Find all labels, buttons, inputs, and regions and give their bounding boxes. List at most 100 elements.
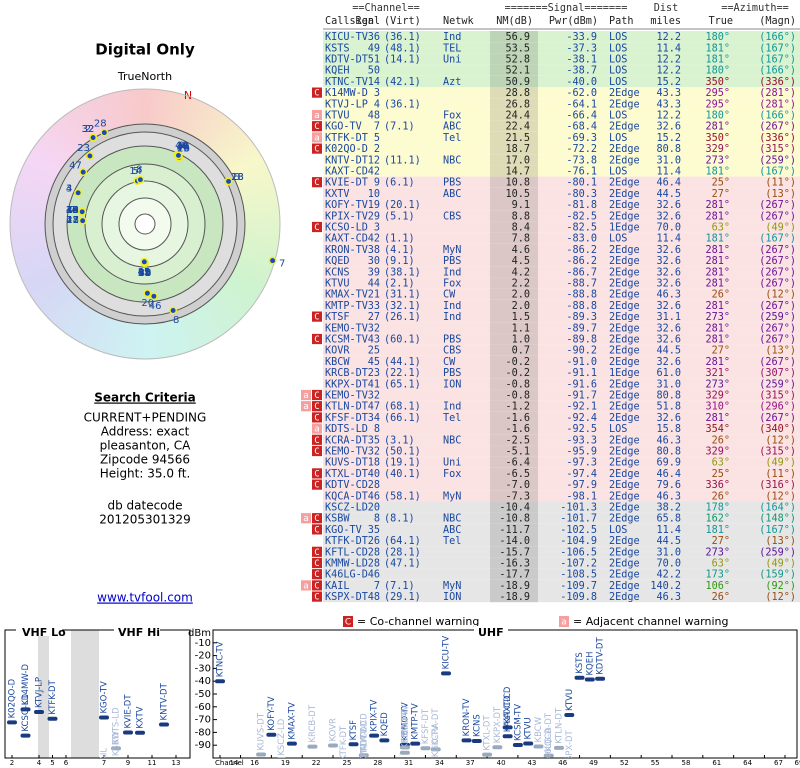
row-bg <box>323 75 800 87</box>
cell: 2Edge <box>609 155 640 166</box>
warning-icon <box>301 513 311 524</box>
nm-shade <box>490 344 538 356</box>
cell: 1.1 <box>512 323 530 334</box>
cell: -91.1 <box>566 368 597 379</box>
station-label: KQED <box>380 712 390 737</box>
x-tick-label: 28 <box>373 759 382 767</box>
row-bg <box>323 210 800 222</box>
cell: 25° <box>712 178 730 189</box>
row-bg <box>323 434 800 446</box>
cell: -86.2 <box>566 256 597 267</box>
cell: MyN <box>443 245 461 256</box>
cell: 4.5 <box>512 256 530 267</box>
legend-icon-text: C <box>345 618 351 628</box>
cell: 180° <box>705 32 730 43</box>
cell: 48 <box>368 592 380 603</box>
station-mark <box>89 133 98 142</box>
cell: -62.0 <box>566 88 597 99</box>
cell: 11.4 <box>656 167 681 178</box>
nm-shade <box>490 299 538 311</box>
warning-letter: a <box>314 133 319 143</box>
station-label: KCNS <box>472 714 482 737</box>
station-label: KSTS <box>575 652 585 674</box>
cell: 2Edge <box>609 480 640 491</box>
station-bar <box>20 733 31 738</box>
cell: Ind <box>443 312 461 323</box>
cell: (259°) <box>759 155 796 166</box>
station-bar <box>584 677 595 682</box>
cell: KMMW-LD <box>325 559 368 570</box>
cell: -89.7 <box>566 323 597 334</box>
station-label: KAXT-CD <box>503 686 513 723</box>
station-mark <box>74 188 83 197</box>
cell: 26° <box>712 592 730 603</box>
cell: 2Edge <box>609 435 640 446</box>
cell: 181° <box>705 525 730 536</box>
cell: 39 <box>368 267 380 278</box>
cell: 28.8 <box>505 88 530 99</box>
cell: 32 <box>368 447 380 458</box>
cell: 8.4 <box>512 223 530 234</box>
station-label: KTSF <box>349 720 359 741</box>
cell: -17.7 <box>499 570 530 581</box>
cell: 32 <box>368 391 380 402</box>
station-mark <box>78 216 87 225</box>
station-channel: 19 <box>66 205 79 216</box>
cell: -6.5 <box>505 469 530 480</box>
cell: 27 <box>368 312 380 323</box>
cell: KQEH <box>325 66 350 77</box>
search-heading: Search Criteria <box>94 391 195 405</box>
x-tick-label: 19 <box>281 759 290 767</box>
cell: -0.8 <box>505 379 530 390</box>
cell: -5.1 <box>505 447 530 458</box>
station-channel: 39 <box>66 205 79 216</box>
cell: 1.5 <box>512 312 530 323</box>
cell: 9 <box>374 178 380 189</box>
cell: 26 <box>368 536 380 547</box>
cell: KCRA-DT <box>325 435 368 446</box>
x-tick-label: 2 <box>10 759 14 767</box>
link[interactable]: www.tvfool.com <box>97 591 193 605</box>
cell: 32.6 <box>656 211 681 222</box>
warning-icon <box>312 468 322 479</box>
cell: 2Edge <box>609 391 640 402</box>
cell: LOS <box>609 133 627 144</box>
cell: 14.7 <box>505 167 530 178</box>
station-bar <box>99 715 109 720</box>
warning-letter: C <box>314 570 319 580</box>
cell: (259°) <box>759 312 796 323</box>
cell: K02QO-D <box>325 144 368 155</box>
cell: -16.3 <box>499 559 530 570</box>
column-header: Real <box>355 16 380 27</box>
cell: KTVU <box>325 111 350 122</box>
cell: 2Edge <box>609 178 640 189</box>
cell: 10.8 <box>505 178 530 189</box>
cell: 70.0 <box>656 559 681 570</box>
station-channel: 27 <box>66 215 79 226</box>
row-bg <box>323 199 800 211</box>
station-label: K14MW-D <box>21 664 31 706</box>
cell: 7 <box>374 122 380 133</box>
warning-icon <box>312 557 322 569</box>
cell: Tel <box>443 133 461 144</box>
column-header: True <box>708 16 733 27</box>
cell: 51.8 <box>656 402 681 413</box>
station-label: KKPX-DT <box>493 706 503 743</box>
nm-shade <box>490 210 538 222</box>
station-bar <box>461 738 472 743</box>
cell: (336°) <box>759 77 796 88</box>
station-label: KSPX-DT <box>565 729 575 766</box>
cell: (267°) <box>759 211 796 222</box>
cell: (12°) <box>765 491 796 502</box>
cell: (267°) <box>759 267 796 278</box>
cell: 32 <box>368 323 380 334</box>
cell: KMTP-TV <box>325 301 368 312</box>
cell: (48.1) <box>384 43 421 54</box>
cell: ION <box>443 592 461 603</box>
cell: -0.8 <box>505 391 530 402</box>
cell: Azt <box>443 77 461 88</box>
station-label: KFTL-CD <box>359 726 369 762</box>
group-header: =======Signal======= <box>505 3 628 14</box>
warning-icon <box>312 569 322 580</box>
